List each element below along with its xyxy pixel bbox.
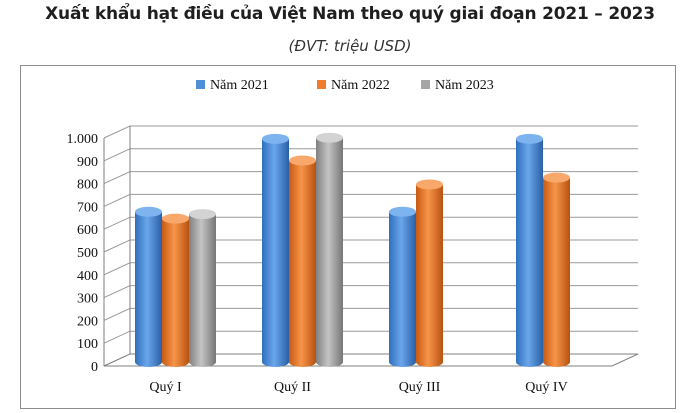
legend-label: Năm 2022 xyxy=(331,78,390,93)
gridline-depth xyxy=(103,148,131,162)
legend-swatch xyxy=(196,80,205,89)
bar-body xyxy=(516,138,543,362)
bar xyxy=(135,206,162,367)
gridline-depth xyxy=(103,285,131,299)
y-tick-label: 1.000 xyxy=(67,132,99,147)
bar xyxy=(162,213,189,367)
bar xyxy=(262,133,289,367)
y-tick-label: 900 xyxy=(77,155,98,170)
bar-body xyxy=(189,214,216,362)
y-tick-label: 0 xyxy=(91,360,98,375)
gridline-depth xyxy=(103,171,131,185)
x-tick-label: Quý IV xyxy=(525,380,567,395)
bar-body xyxy=(289,160,316,362)
bar-top xyxy=(543,172,570,183)
y-tick-label: 100 xyxy=(77,337,98,352)
y-tick-label: 600 xyxy=(77,223,98,238)
x-tick-label: Quý II xyxy=(274,380,311,395)
x-tick-label: Quý III xyxy=(399,380,441,395)
chart-title: Xuất khẩu hạt điều của Việt Nam theo quý… xyxy=(45,4,655,24)
bar xyxy=(316,132,343,367)
gridline-depth xyxy=(103,216,131,230)
bar-top xyxy=(289,155,316,166)
bar-top xyxy=(135,206,162,217)
bar-body xyxy=(162,218,189,362)
bar xyxy=(516,133,543,367)
bar xyxy=(289,155,316,367)
gridline-depth xyxy=(103,330,131,344)
y-tick-label: 800 xyxy=(77,178,98,193)
gridline-depth xyxy=(103,239,131,253)
bar xyxy=(389,206,416,367)
gridline-depth xyxy=(103,307,131,321)
bar xyxy=(189,209,216,367)
bar-body xyxy=(543,177,570,362)
y-tick-label: 300 xyxy=(77,292,98,307)
legend-label: Năm 2021 xyxy=(210,78,269,93)
bar-top xyxy=(416,179,443,190)
bar-top xyxy=(389,206,416,217)
legend-swatch xyxy=(317,80,326,89)
chart-subtitle: (ĐVT: triệu USD) xyxy=(288,37,412,55)
y-tick-label: 700 xyxy=(77,200,98,215)
legend: Năm 2021 Năm 2022 Năm 2023 xyxy=(196,78,494,93)
gridline-depth xyxy=(103,193,131,207)
gridline-depth xyxy=(103,125,131,139)
bar xyxy=(416,179,443,367)
bar xyxy=(543,172,570,367)
bar-body xyxy=(316,137,343,362)
y-tick-label: 200 xyxy=(77,314,98,329)
legend-swatch xyxy=(421,80,430,89)
legend-label: Năm 2023 xyxy=(435,78,494,93)
bar-body xyxy=(389,211,416,362)
bar-body xyxy=(416,184,443,362)
gridline-depth xyxy=(103,262,131,276)
bar-body xyxy=(262,138,289,362)
axis-layer: 0 100 200 300 400 500 600 700 800 900 1.000 Quý I Qu… xyxy=(67,126,639,395)
bar-body xyxy=(135,211,162,362)
floor xyxy=(103,353,639,367)
y-tick-label: 500 xyxy=(77,246,98,261)
x-tick-label: Quý I xyxy=(149,380,182,395)
bar-top xyxy=(189,209,216,220)
y-tick-label: 400 xyxy=(77,269,98,284)
bar-top xyxy=(262,133,289,144)
bar-top xyxy=(516,133,543,144)
bars-layer xyxy=(135,132,570,367)
bar-top xyxy=(316,132,343,143)
chart-frame xyxy=(20,65,676,409)
bar-top xyxy=(162,213,189,224)
